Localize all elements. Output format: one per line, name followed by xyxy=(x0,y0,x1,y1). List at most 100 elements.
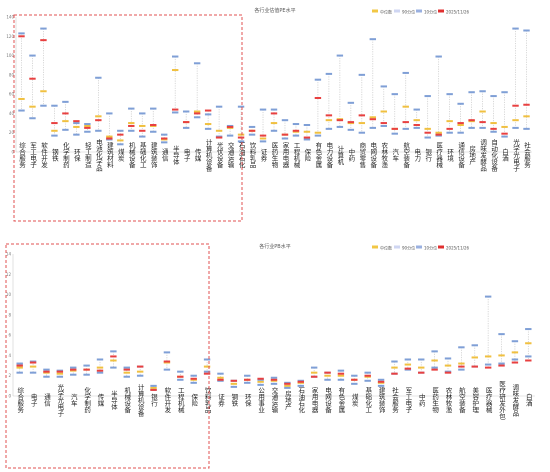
x-tick-label: 光伏设备 xyxy=(215,141,223,170)
legend-swatch-0 xyxy=(372,9,378,13)
marker-series-3 xyxy=(190,377,197,380)
marker-series-0 xyxy=(230,382,238,385)
marker-series-3 xyxy=(150,124,157,126)
marker-series-3 xyxy=(95,119,102,122)
marker-series-0 xyxy=(128,122,135,125)
legend-swatch-1 xyxy=(394,245,400,249)
marker-series-0 xyxy=(380,110,387,113)
marker-series-2 xyxy=(29,117,36,120)
marker-series-0 xyxy=(51,129,58,132)
marker-series-0 xyxy=(204,123,212,126)
legend-label: 90分位 xyxy=(402,9,415,15)
marker-series-2 xyxy=(364,379,371,382)
marker-series-3 xyxy=(230,379,238,382)
marker-series-1 xyxy=(484,295,492,298)
x-tick-label: 证券 xyxy=(259,148,267,163)
marker-series-2 xyxy=(468,126,475,129)
marker-series-1 xyxy=(404,358,412,361)
pb-x-labels: 综合服务 电子 通信 光学光电子 汽车 化学制药 传媒 半导体 机械设备 计算机设备 银行 软件开发工… xyxy=(16,380,533,420)
x-tick-label: 基础化工 xyxy=(364,386,372,414)
marker-series-0 xyxy=(458,362,465,365)
marker-series-2 xyxy=(230,385,238,388)
marker-series-1 xyxy=(391,93,398,96)
x-tick-label: 化学制药 xyxy=(83,386,91,415)
marker-series-1 xyxy=(150,384,157,387)
x-tick-label: 电网设备 xyxy=(324,386,332,415)
x-tick-label: 建筑装饰 xyxy=(149,141,157,170)
x-tick-label: 家用电器 xyxy=(281,141,289,170)
marker-series-1 xyxy=(177,370,184,373)
marker-series-1 xyxy=(458,346,465,349)
marker-series-1 xyxy=(511,340,519,343)
marker-series-3 xyxy=(16,364,23,367)
marker-series-2 xyxy=(297,384,304,387)
marker-series-0 xyxy=(257,380,264,383)
x-tick-label: 软件开发 xyxy=(163,386,171,415)
marker-series-0 xyxy=(523,115,530,118)
marker-series-1 xyxy=(96,358,104,361)
marker-series-2 xyxy=(270,382,278,385)
marker-series-0 xyxy=(18,97,25,100)
pe-legend: 中位数 90分位 10分位 2025/11/26 xyxy=(372,9,470,15)
marker-series-2 xyxy=(51,134,58,137)
marker-series-3 xyxy=(73,120,80,123)
marker-series-1 xyxy=(303,124,311,126)
marker-series-2 xyxy=(490,130,497,133)
legend-label: 2025/11/26 xyxy=(446,246,470,251)
marker-series-0 xyxy=(413,119,420,122)
marker-series-1 xyxy=(512,27,519,30)
marker-series-0 xyxy=(337,374,345,377)
marker-series-3 xyxy=(284,382,291,385)
marker-series-2 xyxy=(402,127,409,130)
x-tick-label: 航空装备 xyxy=(402,141,410,170)
y-tick-label: 14 xyxy=(6,252,12,257)
marker-series-2 xyxy=(193,116,201,119)
marker-series-2 xyxy=(128,129,135,132)
marker-series-0 xyxy=(96,366,104,369)
marker-series-1 xyxy=(490,95,497,98)
marker-series-3 xyxy=(43,370,50,373)
y-tick-label: 0 xyxy=(11,150,14,155)
marker-series-1 xyxy=(310,366,318,369)
marker-series-2 xyxy=(292,134,300,137)
legend-label: 2025/11/26 xyxy=(446,10,470,15)
x-tick-label: 证券 xyxy=(216,393,224,408)
marker-series-1 xyxy=(16,362,23,365)
marker-series-1 xyxy=(257,378,264,381)
marker-series-0 xyxy=(110,359,117,362)
marker-series-0 xyxy=(310,371,318,374)
marker-series-2 xyxy=(203,370,211,373)
marker-series-0 xyxy=(16,366,23,369)
marker-series-1 xyxy=(377,378,385,381)
marker-series-0 xyxy=(431,359,438,362)
marker-series-3 xyxy=(281,133,289,136)
x-tick-label: 银行 xyxy=(424,147,432,163)
marker-series-1 xyxy=(110,350,117,353)
marker-series-0 xyxy=(484,355,492,358)
x-tick-label: 计算机设备 xyxy=(136,382,144,417)
x-tick-label: 社会服务 xyxy=(523,141,531,170)
marker-series-0 xyxy=(404,363,412,366)
marker-series-2 xyxy=(523,127,530,130)
x-tick-label: 石油石化 xyxy=(297,387,305,415)
marker-series-0 xyxy=(369,116,377,119)
marker-series-1 xyxy=(358,73,366,76)
marker-series-3 xyxy=(29,77,36,80)
marker-series-1 xyxy=(431,350,438,353)
y-tick-label: 100 xyxy=(6,53,14,58)
marker-series-0 xyxy=(314,131,322,134)
marker-series-2 xyxy=(62,128,69,131)
marker-series-0 xyxy=(501,125,508,128)
marker-series-1 xyxy=(128,107,135,110)
x-tick-label: 交通运输 xyxy=(226,141,234,170)
x-tick-label: 通信 xyxy=(42,392,50,408)
marker-series-3 xyxy=(314,97,322,99)
marker-series-3 xyxy=(490,127,497,130)
marker-series-2 xyxy=(56,375,64,378)
marker-series-0 xyxy=(424,127,431,130)
marker-series-3 xyxy=(380,122,387,125)
marker-series-0 xyxy=(123,371,130,374)
x-tick-label: 通信设备 xyxy=(457,141,465,170)
marker-series-2 xyxy=(391,132,398,135)
